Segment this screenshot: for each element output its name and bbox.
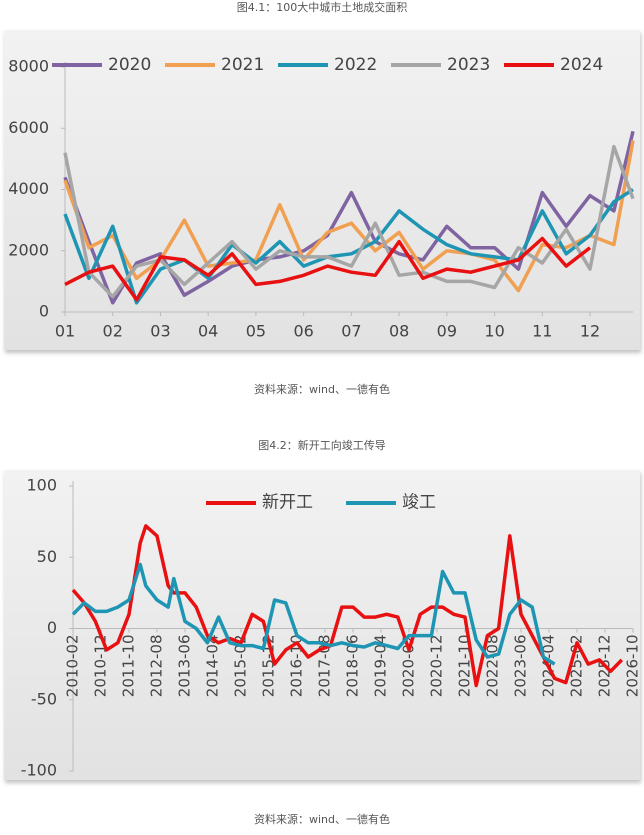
x-tick-label: 2012-08 bbox=[148, 635, 166, 698]
legend-label: 2021 bbox=[221, 55, 264, 75]
chart-title: 图4.1：100大中城市土地成交面积 bbox=[237, 0, 408, 14]
chart-title: 图4.2：新开工向竣工传导 bbox=[258, 438, 386, 452]
line bbox=[71, 524, 624, 688]
x-tick-label: 2010-02 bbox=[64, 635, 82, 698]
y-tick-label: 4000 bbox=[8, 179, 49, 198]
panel bbox=[4, 470, 640, 780]
panel bbox=[4, 30, 640, 350]
y-tick-label: 8000 bbox=[8, 57, 49, 76]
y-tick-label: 100 bbox=[26, 476, 57, 495]
x-tick-label: 2020-02 bbox=[400, 635, 418, 698]
legend-label: 2022 bbox=[334, 55, 377, 75]
x-tick-label: 2023-06 bbox=[512, 635, 530, 698]
x-tick-label: 2020-12 bbox=[428, 635, 446, 698]
x-tick-label: 05 bbox=[246, 322, 266, 341]
x-tick-label: 2026-10 bbox=[624, 635, 642, 698]
x-tick-label: 2019-04 bbox=[372, 635, 390, 698]
legend-label: 2020 bbox=[108, 55, 151, 75]
x-tick-label: 01 bbox=[55, 322, 75, 341]
y-tick-label: 0 bbox=[39, 302, 49, 321]
line bbox=[63, 130, 635, 305]
x-tick-label: 2010-12 bbox=[92, 635, 110, 698]
x-tick-label: 2014-04 bbox=[204, 635, 222, 698]
y-tick-label: 50 bbox=[37, 547, 57, 566]
y-tick-label: 2000 bbox=[8, 240, 49, 259]
x-tick-label: 2022-08 bbox=[484, 635, 502, 698]
x-tick-label: 10 bbox=[484, 322, 504, 341]
y-tick-label: -100 bbox=[21, 761, 57, 780]
legend-label: 2024 bbox=[560, 55, 603, 75]
y-tick-label: -50 bbox=[31, 689, 57, 708]
x-tick-label: 2011-10 bbox=[120, 635, 138, 698]
legend-label: 竣工 bbox=[402, 493, 436, 513]
y-tick-label: 6000 bbox=[8, 118, 49, 137]
source: 资料来源：wind、一德有色 bbox=[254, 382, 390, 396]
source: 资料来源：wind、一德有色 bbox=[254, 812, 390, 826]
x-tick-label: 12 bbox=[580, 322, 600, 341]
x-tick-label: 03 bbox=[150, 322, 170, 341]
x-tick-label: 04 bbox=[198, 322, 218, 341]
line bbox=[71, 562, 556, 666]
x-tick-label: 2013-06 bbox=[176, 635, 194, 698]
x-tick-label: 02 bbox=[103, 322, 123, 341]
legend-label: 2023 bbox=[447, 55, 490, 75]
x-tick-label: 2015-02 bbox=[232, 635, 250, 698]
x-tick-label: 2015-12 bbox=[260, 635, 278, 698]
line bbox=[64, 236, 592, 302]
x-tick-label: 06 bbox=[293, 322, 313, 341]
legend-label: 新开工 bbox=[262, 493, 313, 513]
x-tick-label: 09 bbox=[437, 322, 457, 341]
line bbox=[63, 188, 634, 305]
x-tick-label: 07 bbox=[341, 322, 361, 341]
x-tick-label: 08 bbox=[389, 322, 409, 341]
y-tick-label: 0 bbox=[47, 618, 57, 637]
x-tick-label: 11 bbox=[532, 322, 552, 341]
x-tick-label: 2018-06 bbox=[344, 635, 362, 698]
